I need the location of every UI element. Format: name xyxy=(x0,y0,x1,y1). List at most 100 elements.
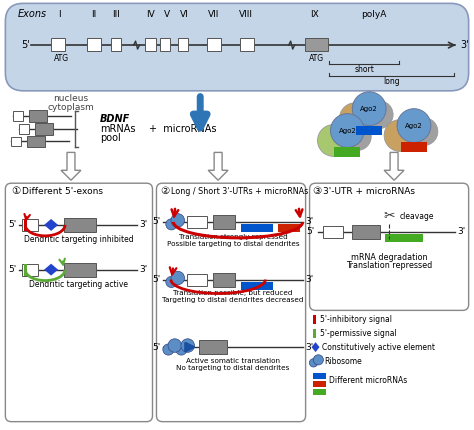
Bar xyxy=(356,130,382,132)
Bar xyxy=(312,315,316,324)
Bar xyxy=(312,383,327,384)
Circle shape xyxy=(171,214,184,227)
Text: pool: pool xyxy=(100,133,120,144)
Circle shape xyxy=(168,339,182,352)
Bar xyxy=(199,340,227,354)
Circle shape xyxy=(166,219,177,230)
Text: Exons: Exons xyxy=(17,9,46,19)
Text: BDNF: BDNF xyxy=(100,114,130,124)
Bar xyxy=(51,38,65,51)
Bar xyxy=(13,111,23,120)
Bar xyxy=(312,373,327,375)
Text: ③: ③ xyxy=(312,186,322,196)
Bar xyxy=(29,110,47,122)
Bar xyxy=(335,147,360,149)
Text: V: V xyxy=(164,10,171,19)
Text: Active somatic translation: Active somatic translation xyxy=(186,358,280,364)
Text: polyA: polyA xyxy=(362,10,387,19)
Bar xyxy=(335,154,360,155)
Text: 3': 3' xyxy=(460,40,469,50)
Circle shape xyxy=(410,118,438,145)
Polygon shape xyxy=(208,152,228,180)
Bar xyxy=(27,135,45,147)
Circle shape xyxy=(343,123,371,150)
Text: 5': 5' xyxy=(21,40,29,50)
Bar xyxy=(385,240,423,242)
Text: VIII: VIII xyxy=(239,10,253,19)
Text: mRNAs: mRNAs xyxy=(100,123,135,134)
Bar xyxy=(187,216,207,228)
Text: cleavage: cleavage xyxy=(400,212,435,221)
Text: 5': 5' xyxy=(152,218,161,227)
Text: ①: ① xyxy=(11,186,20,196)
Text: ATG: ATG xyxy=(54,53,69,62)
Bar xyxy=(11,136,21,147)
Bar xyxy=(335,152,360,154)
Circle shape xyxy=(365,101,393,129)
Bar xyxy=(161,38,170,51)
Circle shape xyxy=(384,120,416,151)
Bar xyxy=(312,375,327,376)
Bar xyxy=(278,226,300,228)
Text: Different microRNAs: Different microRNAs xyxy=(329,376,408,385)
Text: 5'-permissive signal: 5'-permissive signal xyxy=(319,329,396,338)
Bar xyxy=(178,38,188,51)
Circle shape xyxy=(163,344,174,355)
Bar xyxy=(312,384,327,386)
Bar xyxy=(278,224,300,226)
Text: 5': 5' xyxy=(152,343,161,352)
Bar xyxy=(241,283,273,286)
Bar xyxy=(312,376,327,378)
Bar xyxy=(19,123,29,134)
Text: Different 5'-exons: Different 5'-exons xyxy=(22,187,103,196)
Text: 5': 5' xyxy=(306,227,315,236)
Text: Ago2: Ago2 xyxy=(405,123,423,129)
Text: 3': 3' xyxy=(306,275,314,284)
Bar xyxy=(145,38,156,51)
Bar xyxy=(356,129,382,130)
Text: long: long xyxy=(383,77,400,86)
Bar xyxy=(312,393,327,395)
Circle shape xyxy=(313,355,323,365)
Bar xyxy=(22,264,38,276)
Bar xyxy=(241,226,273,228)
Bar xyxy=(241,282,273,283)
Bar xyxy=(401,147,427,149)
Bar xyxy=(335,150,360,152)
Bar xyxy=(187,273,207,286)
Bar xyxy=(335,149,360,150)
Bar xyxy=(241,286,273,288)
Circle shape xyxy=(176,344,187,355)
Bar xyxy=(401,144,427,146)
Text: 5': 5' xyxy=(8,265,16,274)
Text: Ago2: Ago2 xyxy=(360,106,378,112)
Circle shape xyxy=(339,103,371,135)
Bar xyxy=(312,378,327,379)
Text: VII: VII xyxy=(208,10,219,19)
Bar xyxy=(352,225,380,239)
Text: 3': 3' xyxy=(139,221,148,230)
Polygon shape xyxy=(61,152,81,180)
Text: nucleus: nucleus xyxy=(54,94,89,103)
Text: I: I xyxy=(58,10,60,19)
Bar xyxy=(213,215,235,229)
Text: ✂: ✂ xyxy=(383,209,395,223)
Bar xyxy=(64,218,96,232)
FancyBboxPatch shape xyxy=(5,183,153,422)
Bar xyxy=(401,149,427,150)
Bar xyxy=(64,263,96,276)
FancyBboxPatch shape xyxy=(310,183,469,310)
Bar xyxy=(24,264,27,276)
Text: Dendritic targeting inhibited: Dendritic targeting inhibited xyxy=(24,235,134,244)
Bar xyxy=(385,238,423,240)
Circle shape xyxy=(171,271,184,285)
Bar xyxy=(401,146,427,147)
Text: 3': 3' xyxy=(139,265,148,274)
Bar xyxy=(385,236,423,238)
Polygon shape xyxy=(311,342,319,352)
Bar xyxy=(278,228,300,230)
Text: Translation possible, but reduced: Translation possible, but reduced xyxy=(173,291,293,297)
Text: IX: IX xyxy=(310,10,319,19)
Polygon shape xyxy=(384,152,404,180)
Text: 3': 3' xyxy=(306,218,314,227)
